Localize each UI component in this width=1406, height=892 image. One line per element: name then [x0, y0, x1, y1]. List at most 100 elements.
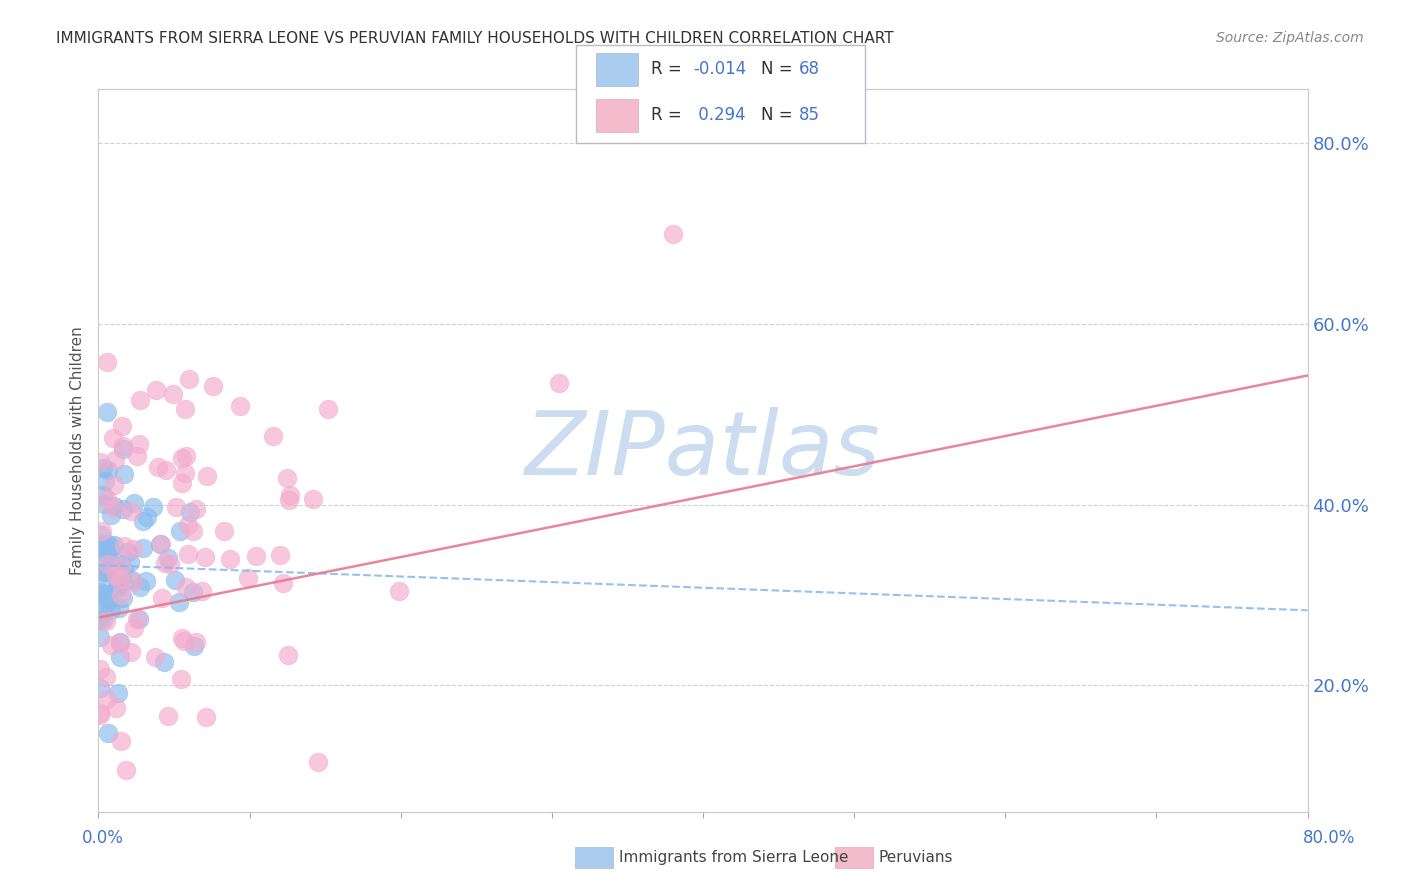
Point	[93, 565, 115, 579]
Point	[96, 355, 118, 369]
Point	[136, 510, 159, 524]
Point	[153, 556, 176, 570]
Point	[97, 537, 120, 551]
Point	[278, 488, 301, 502]
Point	[155, 463, 177, 477]
Point	[91, 605, 114, 619]
Point	[107, 575, 129, 590]
Point	[201, 379, 224, 393]
Text: 0.0%: 0.0%	[82, 829, 124, 847]
Point	[146, 459, 169, 474]
Point	[117, 544, 139, 558]
Point	[276, 471, 298, 485]
Point	[104, 569, 127, 583]
Text: 80.0%: 80.0%	[1302, 829, 1355, 847]
Point	[96, 541, 118, 556]
Point	[120, 645, 142, 659]
Point	[176, 517, 198, 532]
Point	[661, 227, 683, 241]
Point	[101, 431, 124, 445]
Text: Immigrants from Sierra Leone: Immigrants from Sierra Leone	[619, 850, 848, 864]
Point	[104, 453, 127, 467]
Point	[173, 402, 195, 417]
Point	[157, 709, 180, 723]
Point	[97, 463, 120, 477]
Point	[96, 492, 118, 507]
Point	[159, 557, 181, 571]
Text: ZIPatlas: ZIPatlas	[526, 408, 880, 493]
Point	[179, 505, 201, 519]
Point	[90, 527, 112, 541]
Point	[110, 734, 132, 748]
Point	[107, 601, 129, 615]
Point	[277, 648, 299, 662]
Point	[96, 562, 118, 576]
Point	[97, 726, 120, 740]
Point	[269, 548, 291, 562]
Point	[110, 559, 132, 574]
Point	[89, 537, 111, 551]
Text: 85: 85	[799, 106, 820, 124]
Point	[228, 399, 250, 413]
Point	[114, 764, 136, 778]
Point	[90, 524, 112, 539]
Point	[118, 555, 141, 569]
Point	[184, 635, 207, 649]
Point	[316, 402, 339, 417]
Point	[91, 461, 114, 475]
Point	[89, 708, 111, 723]
Point	[150, 591, 173, 605]
Point	[93, 565, 115, 579]
Point	[277, 492, 299, 507]
Point	[93, 587, 115, 601]
Point	[170, 476, 193, 491]
Point	[103, 538, 125, 552]
Point	[121, 574, 143, 589]
Point	[135, 574, 157, 588]
Point	[177, 372, 200, 386]
Point	[174, 449, 197, 463]
Point	[103, 477, 125, 491]
Point	[132, 541, 155, 555]
Point	[97, 560, 120, 574]
Point	[112, 563, 135, 577]
Point	[169, 524, 191, 538]
Text: -0.014: -0.014	[693, 60, 747, 78]
Text: 0.294: 0.294	[693, 106, 745, 124]
Point	[89, 539, 111, 553]
Point	[100, 541, 122, 556]
Point	[93, 554, 115, 568]
Point	[101, 557, 124, 571]
Point	[112, 438, 135, 452]
Point	[162, 386, 184, 401]
Point	[152, 655, 174, 669]
Point	[89, 630, 111, 644]
Point	[262, 428, 284, 442]
Point	[96, 670, 118, 684]
Text: Source: ZipAtlas.com: Source: ZipAtlas.com	[1216, 31, 1364, 45]
Point	[122, 496, 145, 510]
Point	[186, 502, 208, 516]
Point	[104, 555, 127, 569]
Point	[181, 524, 204, 538]
Point	[170, 450, 193, 465]
Point	[110, 588, 132, 602]
Point	[128, 612, 150, 626]
Point	[96, 691, 118, 706]
Point	[388, 584, 411, 599]
Point	[108, 636, 131, 650]
Point	[107, 686, 129, 700]
Point	[100, 603, 122, 617]
Point	[97, 594, 120, 608]
Point	[245, 549, 267, 563]
Point	[100, 508, 122, 523]
Point	[131, 514, 153, 528]
Point	[89, 455, 111, 469]
Text: IMMIGRANTS FROM SIERRA LEONE VS PERUVIAN FAMILY HOUSEHOLDS WITH CHILDREN CORRELA: IMMIGRANTS FROM SIERRA LEONE VS PERUVIAN…	[56, 31, 894, 46]
Point	[112, 539, 135, 553]
Point	[177, 547, 200, 561]
Point	[128, 437, 150, 451]
Point	[169, 594, 191, 608]
Point	[111, 574, 134, 589]
Point	[173, 634, 195, 648]
